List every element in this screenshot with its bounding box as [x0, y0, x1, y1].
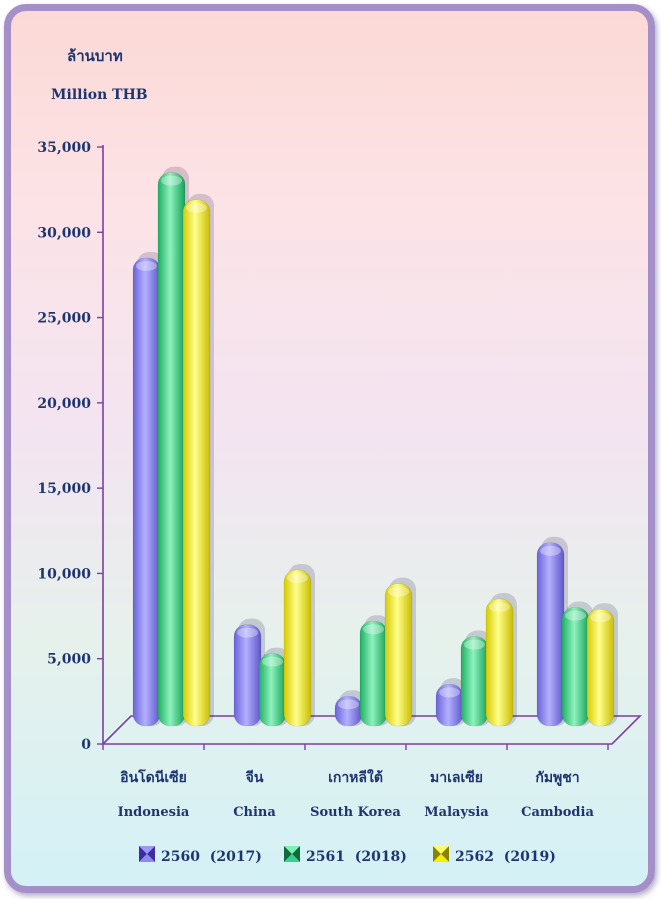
- bar-highlight: [186, 202, 207, 213]
- bar: [334, 690, 366, 727]
- x-axis-labels: อินโดนีเซีย Indonesia จีน China เกาหลีใต้ Sou…: [118, 768, 595, 820]
- legend-swatch: [441, 846, 449, 862]
- legend: 2560 (2017) 2561 (2018) 2562 (2019): [139, 846, 556, 865]
- y-tick-label: 30,000: [37, 225, 91, 241]
- legend-item: 2560 (2017): [139, 846, 262, 865]
- bar: [258, 647, 290, 727]
- x-label-thai: จีน: [245, 770, 264, 786]
- bar-highlight: [540, 545, 561, 556]
- bar: [435, 678, 467, 727]
- legend-label: 2560 (2017): [161, 849, 262, 865]
- bar: [359, 615, 391, 727]
- bar-body: [233, 624, 262, 727]
- unit-label-thai: ล้านบาท: [67, 47, 123, 65]
- x-label-thai: มาเลเซีย: [430, 770, 483, 786]
- bar-body: [157, 172, 186, 727]
- bar-highlight: [565, 610, 586, 621]
- bar-highlight: [439, 687, 460, 698]
- bar-highlight: [590, 612, 611, 623]
- legend-swatch: [139, 854, 155, 862]
- legend-swatch: [292, 846, 300, 862]
- bar: [460, 630, 492, 727]
- bar-highlight: [136, 260, 157, 271]
- x-label-thai: อินโดนีเซีย: [120, 768, 187, 786]
- legend-swatch: [433, 854, 449, 862]
- y-tick-label: 0: [81, 737, 91, 753]
- legend-swatch: [147, 846, 155, 862]
- legend-swatch: [284, 854, 300, 862]
- bar-body: [536, 542, 565, 727]
- bar-highlight: [237, 627, 258, 638]
- bar: [586, 603, 618, 727]
- bar-chart: ล้านบาท Million THB 0 5,000 10,000 15,000 20…: [37, 47, 642, 865]
- legend-swatch: [433, 846, 449, 854]
- bar-body: [460, 636, 489, 727]
- y-tick-label: 20,000: [37, 396, 91, 412]
- floor-plane: [101, 715, 642, 745]
- bar-body: [182, 199, 211, 727]
- legend-item: 2561 (2018): [284, 846, 407, 865]
- x-label-thai: กัมพูชา: [535, 770, 579, 786]
- bar-body: [384, 583, 413, 727]
- bar-highlight: [287, 573, 308, 584]
- bar: [485, 593, 517, 727]
- bar-body: [561, 607, 590, 727]
- x-label-english: China: [233, 805, 276, 820]
- legend-label: 2562 (2019): [455, 849, 556, 865]
- bar: [283, 564, 315, 727]
- legend-swatch: [284, 846, 300, 854]
- bar-body: [359, 620, 388, 727]
- x-label-english: Malaysia: [424, 805, 489, 820]
- bar: [233, 618, 265, 727]
- x-label-thai: เกาหลีใต้: [328, 768, 383, 786]
- bar: [132, 251, 164, 727]
- chart-frame: ล้านบาท Million THB 0 5,000 10,000 15,000 20…: [4, 4, 655, 893]
- y-tick-label: 35,000: [37, 140, 91, 156]
- bar-highlight: [338, 699, 359, 710]
- x-label-english: South Korea: [310, 805, 401, 820]
- bar-highlight: [363, 624, 384, 635]
- bar-highlight: [262, 656, 283, 667]
- y-tick-label: 15,000: [37, 481, 91, 497]
- bar-highlight: [388, 586, 409, 597]
- legend-swatch: [139, 846, 147, 862]
- bar-highlight: [489, 602, 510, 613]
- bar-body: [485, 598, 514, 727]
- bars: [132, 166, 618, 727]
- x-label-english: Indonesia: [118, 805, 190, 820]
- legend-swatch: [139, 846, 155, 854]
- legend-swatch: [433, 846, 441, 862]
- y-tick-label: 25,000: [37, 311, 91, 327]
- bar-highlight: [161, 175, 182, 186]
- y-axis: 0 5,000 10,000 15,000 20,000 25,000 30,000 35,0…: [37, 140, 609, 753]
- bar-highlight: [464, 639, 485, 650]
- bar: [157, 166, 189, 727]
- chart-floor: [101, 715, 642, 745]
- bar: [384, 577, 416, 727]
- bar-body: [283, 569, 312, 727]
- bar-body: [586, 608, 615, 727]
- legend-swatch: [284, 846, 292, 862]
- y-tick-label: 5,000: [47, 652, 91, 668]
- unit-label-english: Million THB: [51, 87, 148, 103]
- y-tick-label: 10,000: [37, 566, 91, 582]
- legend-item: 2562 (2019): [433, 846, 556, 865]
- bar: [182, 193, 214, 727]
- x-label-english: Cambodia: [521, 805, 594, 820]
- legend-label: 2561 (2018): [306, 849, 407, 865]
- bar: [536, 536, 568, 727]
- bar-body: [132, 257, 161, 727]
